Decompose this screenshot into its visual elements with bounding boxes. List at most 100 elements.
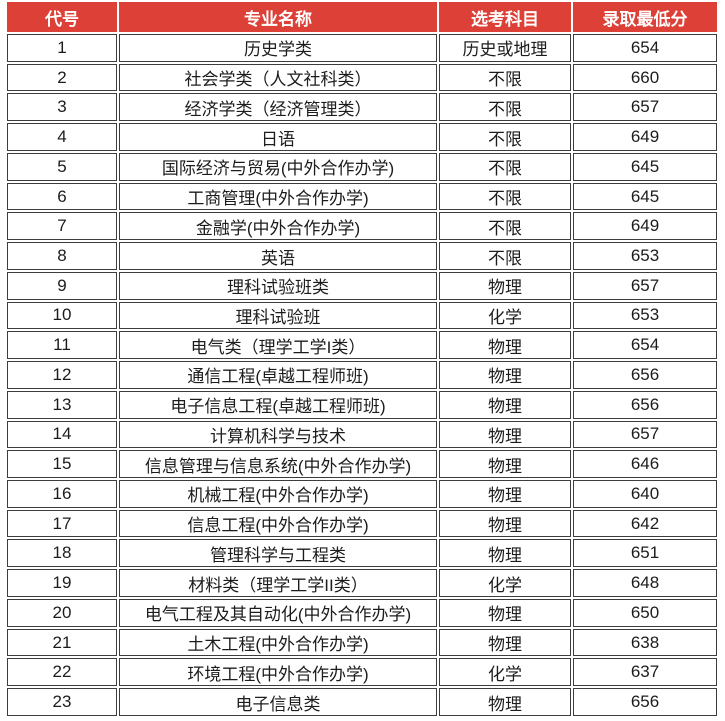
- table-row: 16 机械工程(中外合作办学) 物理 640: [7, 480, 717, 508]
- table-row: 15 信息管理与信息系统(中外合作办学) 物理 646: [7, 450, 717, 479]
- row-subjects-cell: 物理: [439, 331, 571, 360]
- row-score-cell: 651: [573, 539, 717, 568]
- row-code-cell: 17: [7, 509, 117, 538]
- row-score-cell: 642: [573, 509, 717, 538]
- row-major-cell: 电气工程及其自动化(中外合作办学): [119, 598, 437, 627]
- table-row: 22 环境工程(中外合作办学) 化学 637: [7, 658, 717, 687]
- row-subjects-cell: 不限: [439, 242, 571, 270]
- row-major-cell: 电子信息工程(卓越工程师班): [119, 390, 437, 419]
- row-code-cell: 22: [7, 658, 117, 687]
- row-subjects-cell: 不限: [439, 63, 571, 92]
- table-row: 6 工商管理(中外合作办学) 不限 645: [7, 182, 717, 211]
- row-subjects-cell: 物理: [439, 271, 571, 300]
- row-code-cell: 5: [7, 152, 117, 181]
- row-code-cell: 3: [7, 93, 117, 122]
- table-row: 10 理科试验班 化学 653: [7, 301, 717, 330]
- row-major-cell: 电子信息类: [119, 688, 437, 716]
- table-row: 5 国际经济与贸易(中外合作办学) 不限 645: [7, 152, 717, 181]
- table-row: 17 信息工程(中外合作办学) 物理 642: [7, 509, 717, 538]
- row-code-cell: 10: [7, 301, 117, 330]
- row-code-cell: 23: [7, 688, 117, 716]
- row-score-cell: 653: [573, 301, 717, 330]
- row-subjects-cell: 化学: [439, 301, 571, 330]
- row-code-cell: 6: [7, 182, 117, 211]
- column-header-code: 代号: [7, 2, 117, 32]
- row-score-cell: 645: [573, 152, 717, 181]
- row-code-cell: 15: [7, 450, 117, 479]
- row-score-cell: 649: [573, 212, 717, 241]
- row-score-cell: 660: [573, 63, 717, 92]
- row-major-cell: 经济学类（经济管理类）: [119, 93, 437, 122]
- row-code-cell: 12: [7, 361, 117, 389]
- row-code-cell: 4: [7, 123, 117, 151]
- row-score-cell: 649: [573, 123, 717, 151]
- table-row: 11 电气类（理学工学I类） 物理 654: [7, 331, 717, 360]
- table-row: 2 社会学类（人文社科类） 不限 660: [7, 63, 717, 92]
- row-code-cell: 14: [7, 420, 117, 449]
- row-subjects-cell: 不限: [439, 152, 571, 181]
- row-major-cell: 管理科学与工程类: [119, 539, 437, 568]
- row-subjects-cell: 物理: [439, 420, 571, 449]
- row-major-cell: 环境工程(中外合作办学): [119, 658, 437, 687]
- row-major-cell: 通信工程(卓越工程师班): [119, 361, 437, 389]
- row-score-cell: 654: [573, 331, 717, 360]
- row-score-cell: 657: [573, 93, 717, 122]
- row-code-cell: 20: [7, 598, 117, 627]
- row-major-cell: 机械工程(中外合作办学): [119, 480, 437, 508]
- table-row: 18 管理科学与工程类 物理 651: [7, 539, 717, 568]
- row-score-cell: 646: [573, 450, 717, 479]
- row-code-cell: 16: [7, 480, 117, 508]
- row-subjects-cell: 物理: [439, 539, 571, 568]
- row-subjects-cell: 物理: [439, 390, 571, 419]
- row-major-cell: 社会学类（人文社科类）: [119, 63, 437, 92]
- row-subjects-cell: 化学: [439, 658, 571, 687]
- row-code-cell: 18: [7, 539, 117, 568]
- row-major-cell: 国际经济与贸易(中外合作办学): [119, 152, 437, 181]
- row-score-cell: 645: [573, 182, 717, 211]
- row-score-cell: 656: [573, 361, 717, 389]
- row-major-cell: 工商管理(中外合作办学): [119, 182, 437, 211]
- row-score-cell: 653: [573, 242, 717, 270]
- table-row: 23 电子信息类 物理 656: [7, 688, 717, 716]
- column-header-score: 录取最低分: [573, 2, 717, 32]
- table-row: 1 历史学类 历史或地理 654: [7, 34, 717, 62]
- row-subjects-cell: 物理: [439, 688, 571, 716]
- header-row: 代号 专业名称 选考科目 录取最低分: [7, 2, 717, 32]
- row-subjects-cell: 物理: [439, 450, 571, 479]
- table-row: 7 金融学(中外合作办学) 不限 649: [7, 212, 717, 241]
- row-code-cell: 19: [7, 569, 117, 597]
- row-subjects-cell: 化学: [439, 569, 571, 597]
- row-major-cell: 金融学(中外合作办学): [119, 212, 437, 241]
- table-row: 14 计算机科学与技术 物理 657: [7, 420, 717, 449]
- row-major-cell: 历史学类: [119, 34, 437, 62]
- row-code-cell: 1: [7, 34, 117, 62]
- table-row: 9 理科试验班类 物理 657: [7, 271, 717, 300]
- table-row: 8 英语 不限 653: [7, 242, 717, 270]
- row-subjects-cell: 物理: [439, 509, 571, 538]
- row-major-cell: 信息管理与信息系统(中外合作办学): [119, 450, 437, 479]
- row-score-cell: 657: [573, 420, 717, 449]
- row-subjects-cell: 物理: [439, 480, 571, 508]
- table-row: 13 电子信息工程(卓越工程师班) 物理 656: [7, 390, 717, 419]
- row-subjects-cell: 不限: [439, 212, 571, 241]
- admission-score-table: 代号 专业名称 选考科目 录取最低分 1 历史学类 历史或地理 654 2 社会学类（人文…: [5, 0, 719, 718]
- row-major-cell: 理科试验班: [119, 301, 437, 330]
- table-row: 3 经济学类（经济管理类） 不限 657: [7, 93, 717, 122]
- row-major-cell: 英语: [119, 242, 437, 270]
- row-score-cell: 640: [573, 480, 717, 508]
- table-row: 21 土木工程(中外合作办学) 物理 638: [7, 628, 717, 657]
- table-row: 20 电气工程及其自动化(中外合作办学) 物理 650: [7, 598, 717, 627]
- row-code-cell: 13: [7, 390, 117, 419]
- row-code-cell: 2: [7, 63, 117, 92]
- row-subjects-cell: 历史或地理: [439, 34, 571, 62]
- row-subjects-cell: 物理: [439, 628, 571, 657]
- row-major-cell: 材料类（理学工学II类）: [119, 569, 437, 597]
- row-code-cell: 21: [7, 628, 117, 657]
- row-major-cell: 电气类（理学工学I类）: [119, 331, 437, 360]
- table-row: 4 日语 不限 649: [7, 123, 717, 151]
- row-subjects-cell: 不限: [439, 182, 571, 211]
- row-score-cell: 637: [573, 658, 717, 687]
- row-major-cell: 计算机科学与技术: [119, 420, 437, 449]
- table-row: 12 通信工程(卓越工程师班) 物理 656: [7, 361, 717, 389]
